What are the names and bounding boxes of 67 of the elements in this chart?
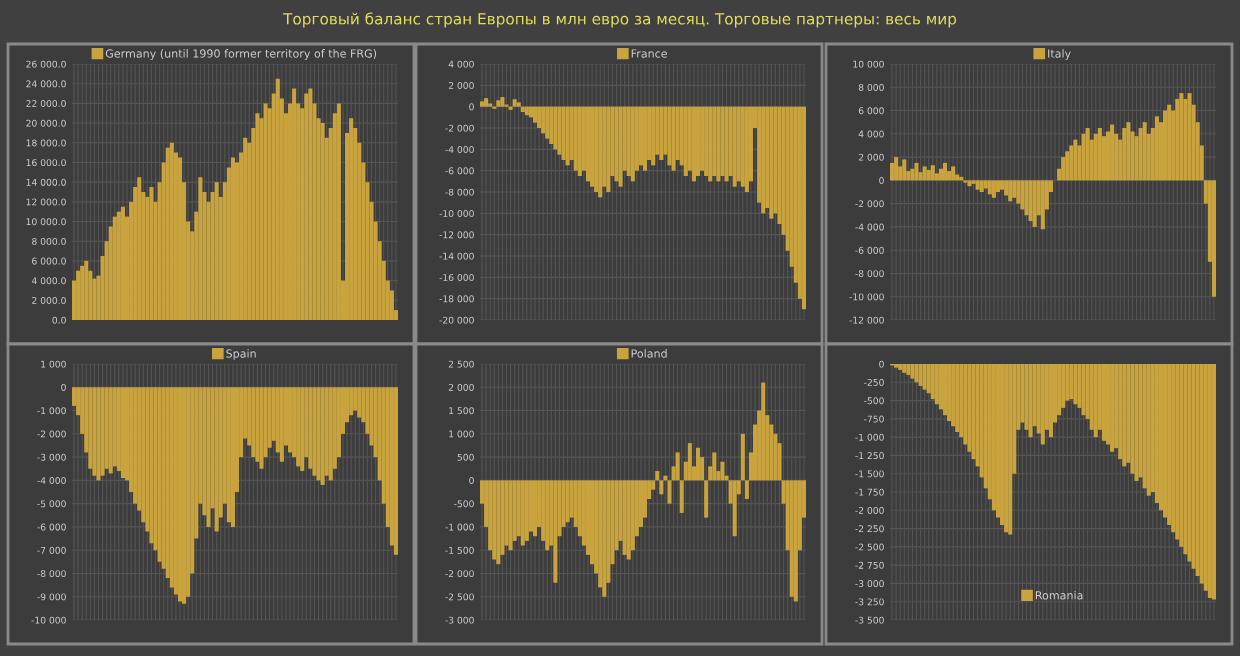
bar	[704, 480, 709, 518]
bar	[934, 173, 939, 181]
bar	[991, 180, 996, 198]
bar	[1065, 151, 1070, 181]
bar	[1061, 157, 1066, 181]
bar	[890, 162, 895, 181]
bar	[1183, 98, 1188, 181]
bar	[112, 216, 117, 320]
bar	[926, 169, 931, 181]
bar	[951, 166, 956, 181]
bar	[1126, 122, 1131, 181]
bar	[979, 180, 984, 192]
bar	[761, 382, 766, 481]
bar	[930, 165, 935, 181]
bar	[1028, 180, 1033, 222]
bar	[1073, 139, 1078, 181]
bar	[902, 159, 907, 181]
bar	[76, 270, 81, 320]
bar	[1187, 93, 1192, 181]
bar	[675, 452, 680, 481]
bar	[789, 480, 794, 597]
bar	[149, 187, 154, 320]
bar	[987, 180, 992, 195]
bar	[553, 480, 558, 583]
bar	[740, 433, 745, 481]
bar	[488, 480, 493, 551]
bar	[84, 260, 89, 320]
bar	[336, 103, 341, 320]
bar	[1040, 180, 1045, 230]
bar	[177, 157, 183, 320]
bar	[1004, 180, 1009, 196]
bar	[687, 443, 692, 481]
bar	[1081, 133, 1086, 181]
bar	[1085, 128, 1090, 181]
bar	[910, 168, 915, 181]
bar	[712, 452, 717, 481]
bar	[894, 157, 899, 181]
bar	[1008, 180, 1013, 202]
bar	[1069, 145, 1074, 181]
bar	[983, 180, 988, 189]
bar	[602, 480, 607, 597]
bar	[1024, 180, 1029, 216]
bar	[942, 162, 948, 181]
bar	[947, 171, 952, 181]
bar	[744, 480, 749, 499]
bar	[1134, 136, 1139, 181]
bar	[793, 480, 798, 602]
bar	[914, 162, 919, 181]
bar	[695, 447, 701, 481]
bar	[263, 103, 268, 320]
bar	[1020, 180, 1025, 210]
bar	[1016, 180, 1021, 204]
bar	[679, 480, 684, 513]
bar	[1122, 128, 1127, 181]
bar	[1211, 180, 1216, 297]
bar	[720, 461, 725, 481]
bar	[938, 168, 943, 181]
bar	[198, 177, 203, 320]
bar	[732, 480, 737, 537]
bar	[922, 166, 927, 181]
bar	[655, 471, 660, 481]
bar	[773, 433, 778, 481]
bar	[995, 180, 1001, 192]
bar	[659, 480, 664, 495]
bar	[667, 480, 672, 504]
bar	[975, 180, 980, 190]
bar	[508, 480, 513, 551]
